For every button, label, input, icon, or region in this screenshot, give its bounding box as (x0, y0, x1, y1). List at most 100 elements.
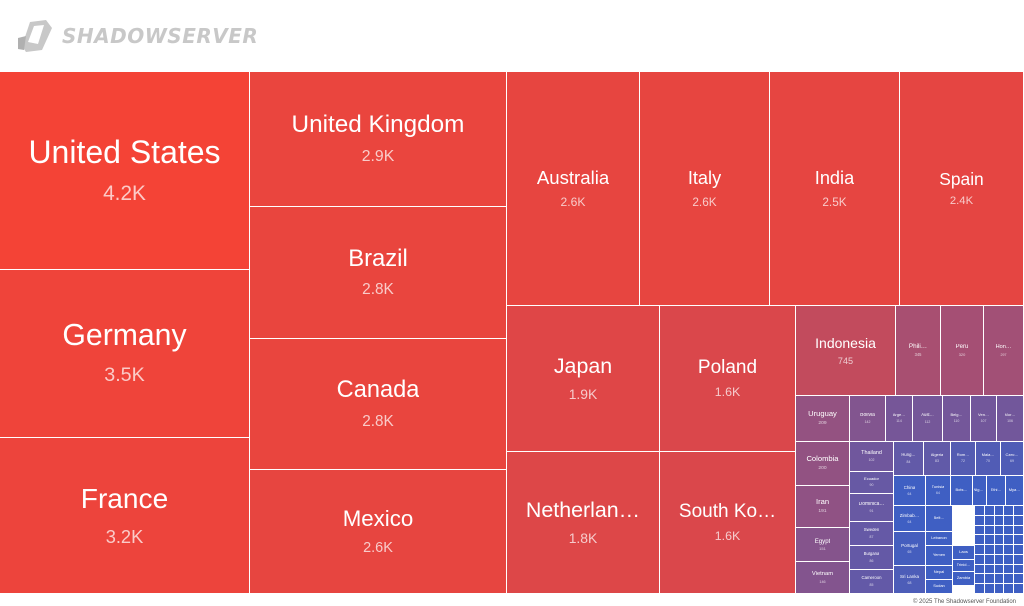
treemap-cell-small[interactable] (1004, 564, 1015, 575)
treemap-cell-algeria[interactable]: Algeria 83 (924, 442, 951, 476)
treemap-cell-bulgaria[interactable]: Bulgaria 86 (850, 546, 894, 570)
treemap-cell-sweden[interactable]: Sweden 87 (850, 522, 894, 546)
treemap-cell-small[interactable] (994, 535, 1005, 546)
treemap-cell-france[interactable]: France 3.2K (0, 438, 250, 594)
treemap-cell-small[interactable] (984, 584, 995, 594)
treemap-cell-small[interactable] (984, 564, 995, 575)
treemap-cell-small[interactable] (994, 584, 1005, 594)
treemap-cell-small[interactable] (994, 506, 1005, 516)
treemap-cell-mexico[interactable]: Mexico 2.6K (250, 470, 507, 594)
treemap-cell-small[interactable] (1004, 545, 1015, 555)
treemap-cell-small[interactable] (975, 554, 985, 565)
treemap-cell-small[interactable] (1014, 506, 1024, 516)
treemap-cell-germany[interactable]: Germany 3.5K (0, 270, 250, 438)
treemap-cell-egypt[interactable]: Egypt 151 (796, 528, 850, 562)
treemap-cell-small[interactable] (1014, 545, 1024, 555)
treemap-cell-china[interactable]: China 64 (894, 476, 926, 506)
treemap-cell-zimbab[interactable]: Zimbab… 64 (894, 506, 926, 532)
treemap-cell-bolivia[interactable]: Bolivia 142 (850, 396, 886, 442)
treemap-cell-small[interactable] (1004, 554, 1015, 565)
treemap-cell-laos[interactable]: Laos (953, 546, 975, 560)
treemap-cell-arge[interactable]: Arge… 114 (886, 396, 913, 442)
treemap-cell-small[interactable] (984, 574, 995, 585)
treemap-cell-dominica[interactable]: Dominica… 91 (850, 494, 894, 522)
treemap-cell-mya[interactable]: Mya… (1006, 476, 1024, 506)
treemap-cell-south-ko[interactable]: South Ko… 1.6K (660, 452, 796, 594)
treemap-cell-japan[interactable]: Japan 1.9K (507, 306, 660, 452)
treemap-cell-trinid[interactable]: Trinid… (953, 560, 975, 572)
treemap-cell-rom[interactable]: Rom… 72 (951, 442, 976, 476)
treemap-cell-canada[interactable]: Canada 2.8K (250, 339, 507, 470)
treemap-cell-sudan[interactable]: Sudan (926, 580, 953, 594)
treemap-cell-small[interactable] (1014, 554, 1024, 565)
treemap-cell-poland[interactable]: Poland 1.6K (660, 306, 796, 452)
treemap-cell-small[interactable] (984, 515, 995, 526)
treemap-cell-ven[interactable]: Ven… 107 (971, 396, 997, 442)
treemap-cell-yemen[interactable]: Yemen (926, 546, 953, 566)
treemap-cell-small[interactable] (975, 574, 985, 585)
treemap-cell-small[interactable] (1004, 574, 1015, 585)
treemap-cell-small[interactable] (994, 545, 1005, 555)
treemap-cell-aust[interactable]: Aust… 112 (913, 396, 943, 442)
treemap-cell-iran[interactable]: Iran 191 (796, 486, 850, 528)
treemap-cell-netherlan[interactable]: Netherlan… 1.8K (507, 452, 660, 594)
treemap-cell-ecuador[interactable]: Ecuador 90 (850, 472, 894, 494)
treemap-cell-phili[interactable]: Phili… 345 (896, 306, 941, 396)
treemap-cell-small[interactable] (994, 554, 1005, 565)
treemap-cell-small[interactable] (1004, 584, 1015, 594)
treemap-cell-colombia[interactable]: Colombia 200 (796, 442, 850, 486)
treemap-cell-small[interactable] (1004, 515, 1015, 526)
treemap-cell-small[interactable] (994, 564, 1005, 575)
treemap-cell-tunisia[interactable]: Tunisia 64 (926, 476, 951, 506)
treemap-cell-cameroon[interactable]: Cameroon 85 (850, 570, 894, 594)
treemap-cell-zambia[interactable]: Zambia (953, 572, 975, 586)
treemap-cell-small[interactable] (1004, 506, 1015, 516)
treemap-cell-small[interactable] (975, 564, 985, 575)
treemap-cell-small[interactable] (975, 525, 985, 536)
treemap-cell-sri-lanka[interactable]: Sri Lanka 68 (894, 566, 926, 594)
treemap-cell-small[interactable] (975, 584, 985, 594)
treemap-cell-spain[interactable]: Spain 2.4K (900, 72, 1024, 306)
treemap-cell-belg[interactable]: Belg… 110 (943, 396, 971, 442)
treemap-cell-peru[interactable]: Peru 320 (941, 306, 984, 396)
treemap-cell-czec[interactable]: Czec… 69 (1001, 442, 1024, 476)
treemap-cell-australia[interactable]: Australia 2.6K (507, 72, 640, 306)
treemap-cell-mala[interactable]: Mala… 70 (976, 442, 1001, 476)
treemap-cell-small[interactable] (984, 525, 995, 536)
treemap-cell-united-kingdom[interactable]: United Kingdom 2.9K (250, 72, 507, 207)
treemap-cell-united-states[interactable]: United States 4.2K (0, 72, 250, 270)
treemap-cell-uruguay[interactable]: Uruguay 209 (796, 396, 850, 442)
treemap-cell-lebanon[interactable]: Lebanon (926, 532, 953, 546)
treemap-cell-vietnam[interactable]: Vietnam 146 (796, 562, 850, 594)
treemap-cell-small[interactable] (1004, 535, 1015, 546)
treemap-cell-italy[interactable]: Italy 2.6K (640, 72, 770, 306)
treemap-cell-indonesia[interactable]: Indonesia 745 (796, 306, 896, 396)
treemap-cell-portugal[interactable]: Portugal 65 (894, 532, 926, 566)
treemap-cell-small[interactable] (1014, 564, 1024, 575)
treemap-cell-small[interactable] (1014, 574, 1024, 585)
treemap-cell-small[interactable] (984, 554, 995, 565)
treemap-cell-brazil[interactable]: Brazil 2.8K (250, 207, 507, 339)
treemap-cell-small[interactable] (1014, 515, 1024, 526)
treemap-cell-small[interactable] (975, 515, 985, 526)
treemap-cell-small[interactable] (1004, 525, 1015, 536)
treemap-cell-small[interactable] (975, 506, 985, 516)
logo[interactable]: SHADOWSERVER (16, 14, 258, 58)
treemap-cell-small[interactable] (994, 574, 1005, 585)
treemap-cell-small[interactable] (975, 545, 985, 555)
treemap-cell-small[interactable] (984, 535, 995, 546)
treemap-cell-ethi[interactable]: Ethi… (987, 476, 1006, 506)
treemap-cell-mor[interactable]: Mor… 106 (997, 396, 1024, 442)
treemap-cell-small[interactable] (984, 545, 995, 555)
treemap-cell-small[interactable] (1014, 525, 1024, 536)
treemap-cell-small[interactable] (994, 525, 1005, 536)
treemap-cell-nepal[interactable]: Nepal (926, 566, 953, 580)
treemap-cell-nige[interactable]: Nige… (973, 476, 987, 506)
treemap-cell-bots[interactable]: Bots… (951, 476, 973, 506)
treemap-cell-india[interactable]: India 2.5K (770, 72, 900, 306)
treemap-cell-belt[interactable]: Belt… (926, 506, 953, 532)
treemap-cell-small[interactable] (1014, 584, 1024, 594)
treemap-cell-hung[interactable]: Hung… 84 (894, 442, 924, 476)
treemap-cell-hon[interactable]: Hon… 297 (984, 306, 1024, 396)
treemap-cell-small[interactable] (994, 515, 1005, 526)
